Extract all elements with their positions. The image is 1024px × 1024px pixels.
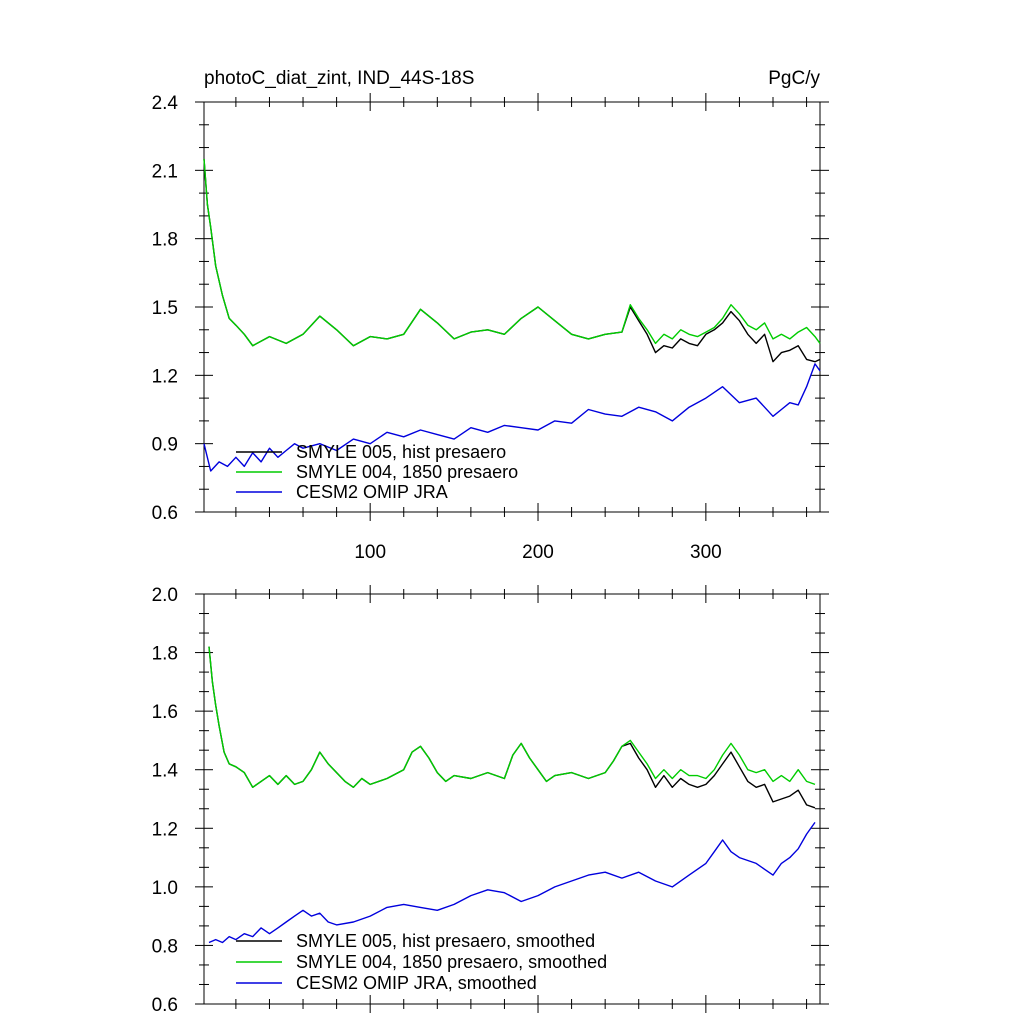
y-tick-label: 0.8 xyxy=(152,936,178,957)
y-tick-label: 1.4 xyxy=(152,761,179,782)
legend-label: SMYLE 004, 1850 presaero, smoothed xyxy=(296,952,607,972)
y-tick-label: 0.9 xyxy=(152,435,178,456)
series-line-0 xyxy=(203,158,821,363)
legend-label: SMYLE 005, hist presaero xyxy=(296,442,506,462)
y-tick-label: 0.6 xyxy=(152,503,178,524)
y-tick-label: 1.0 xyxy=(152,878,178,899)
series-line-0 xyxy=(208,646,816,809)
y-tick-label: 1.6 xyxy=(152,702,178,723)
y-tick-label: 1.8 xyxy=(152,230,178,251)
x-tick-label: 200 xyxy=(522,542,554,563)
bottom-panel: 0.6 0.8 1.0 1.2 1.4 1.6 1.8 2.0 SMYLE 005, hist … xyxy=(152,585,829,1016)
legend-label: CESM2 OMIP JRA xyxy=(296,482,448,502)
legend-label: SMYLE 004, 1850 presaero xyxy=(296,462,518,482)
y-tick-label: 2.4 xyxy=(152,93,179,114)
series-line-2 xyxy=(203,363,821,472)
top-panel: 0.6 0.9 1.2 1.5 1.8 2.1 2.4 100 200 300 photoC_dia… xyxy=(152,68,829,563)
y-tick-label: 1.2 xyxy=(152,366,178,387)
y-tick-label: 1.5 xyxy=(152,298,178,319)
series-line-1 xyxy=(203,158,821,347)
legend-label: CESM2 OMIP JRA, smoothed xyxy=(296,973,537,993)
chart-title: photoC_diat_zint, IND_44S-18S xyxy=(204,68,474,89)
x-tick-label: 100 xyxy=(354,542,386,563)
y-tick-label: 1.8 xyxy=(152,644,178,665)
series-line-1 xyxy=(208,646,816,788)
y-tick-label: 1.2 xyxy=(152,819,178,840)
y-tick-label: 2.0 xyxy=(152,585,178,606)
series-line-2 xyxy=(208,821,816,944)
legend-label: SMYLE 005, hist presaero, smoothed xyxy=(296,931,595,951)
y-tick-label: 0.6 xyxy=(152,995,178,1016)
y-tick-label: 2.1 xyxy=(152,161,178,182)
chart-units: PgC/y xyxy=(768,68,820,89)
x-tick-label: 300 xyxy=(690,542,722,563)
plot-frame xyxy=(203,593,821,1005)
